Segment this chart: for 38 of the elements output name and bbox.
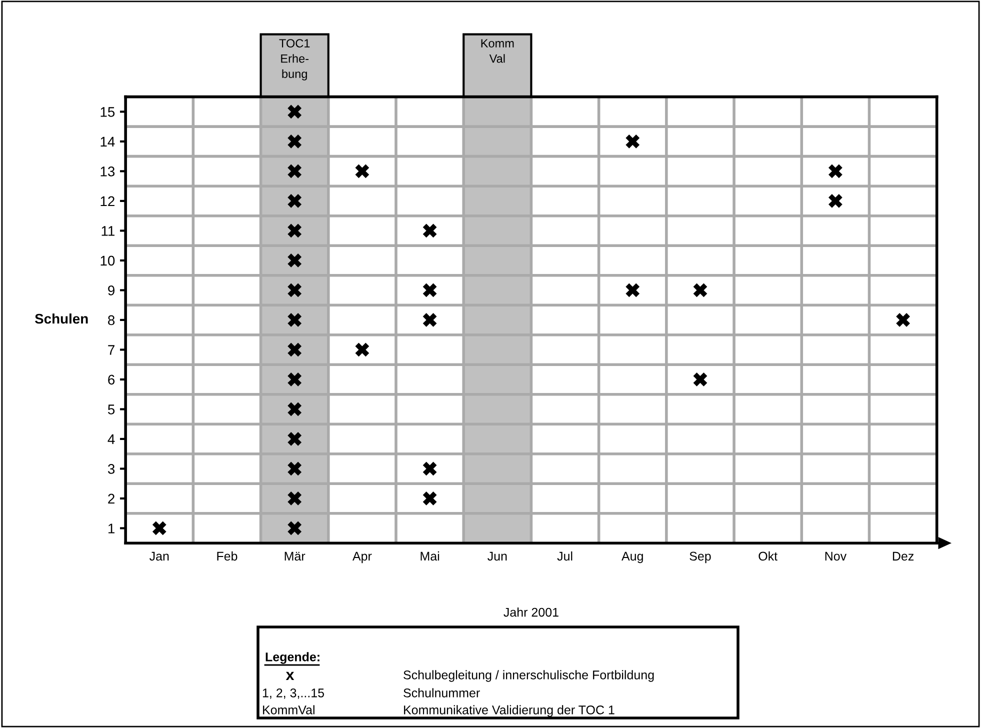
x-tick-label: Dez	[892, 552, 914, 561]
y-tick-label: 14	[100, 136, 115, 146]
y-tick-label: 1	[108, 524, 114, 534]
x-tick-label: Aug	[622, 552, 643, 564]
y-tick-label: 7	[108, 345, 114, 355]
text: Schulnummer	[404, 688, 480, 698]
band-label: TOC1 Erhe- bung	[279, 39, 310, 80]
y-tick-label: 11	[102, 226, 114, 236]
x-tick-label: Feb	[217, 551, 238, 561]
x-tick-label: Mär	[284, 552, 306, 561]
x-tick-label: Nov	[825, 552, 847, 561]
x-tick-label: Mai	[420, 551, 440, 561]
y-tick-label: 10	[100, 256, 115, 266]
y-tick-label: 15	[100, 107, 115, 117]
y-tick-label: 13	[100, 166, 115, 176]
x-tick-label: Okt	[758, 551, 778, 561]
x-tick-label: Jan	[149, 552, 169, 561]
text: KommVal	[263, 705, 314, 714]
x-axis-title: Jahr 2001	[504, 608, 558, 617]
band-label: Komm Val	[481, 39, 514, 63]
y-tick-label: 9	[108, 286, 114, 296]
y-tick-label: 3	[108, 464, 115, 474]
y-tick-label: 4	[108, 434, 115, 444]
x-tick-label: Jun	[488, 552, 507, 561]
y-axis-title: Schulen	[34, 313, 88, 324]
x-tick-label: Jul	[557, 551, 572, 561]
text: 1, 2, 3,...15	[262, 688, 324, 699]
y-tick-label: 2	[108, 494, 114, 504]
x-tick-label: Apr	[352, 552, 372, 564]
y-tick-label: 5	[108, 404, 115, 414]
x-tick-label: Sep	[690, 552, 711, 564]
y-tick-label: 6	[108, 374, 115, 385]
y-tick-label: 12	[100, 196, 114, 206]
text: Legende:	[266, 652, 320, 664]
y-tick-label: 8	[108, 315, 115, 326]
text: Kommunikative Validierung der TOC 1	[404, 705, 614, 717]
text: x	[286, 672, 294, 680]
text: Schulbegleitung / innerschulische Fortbildung	[404, 670, 654, 682]
